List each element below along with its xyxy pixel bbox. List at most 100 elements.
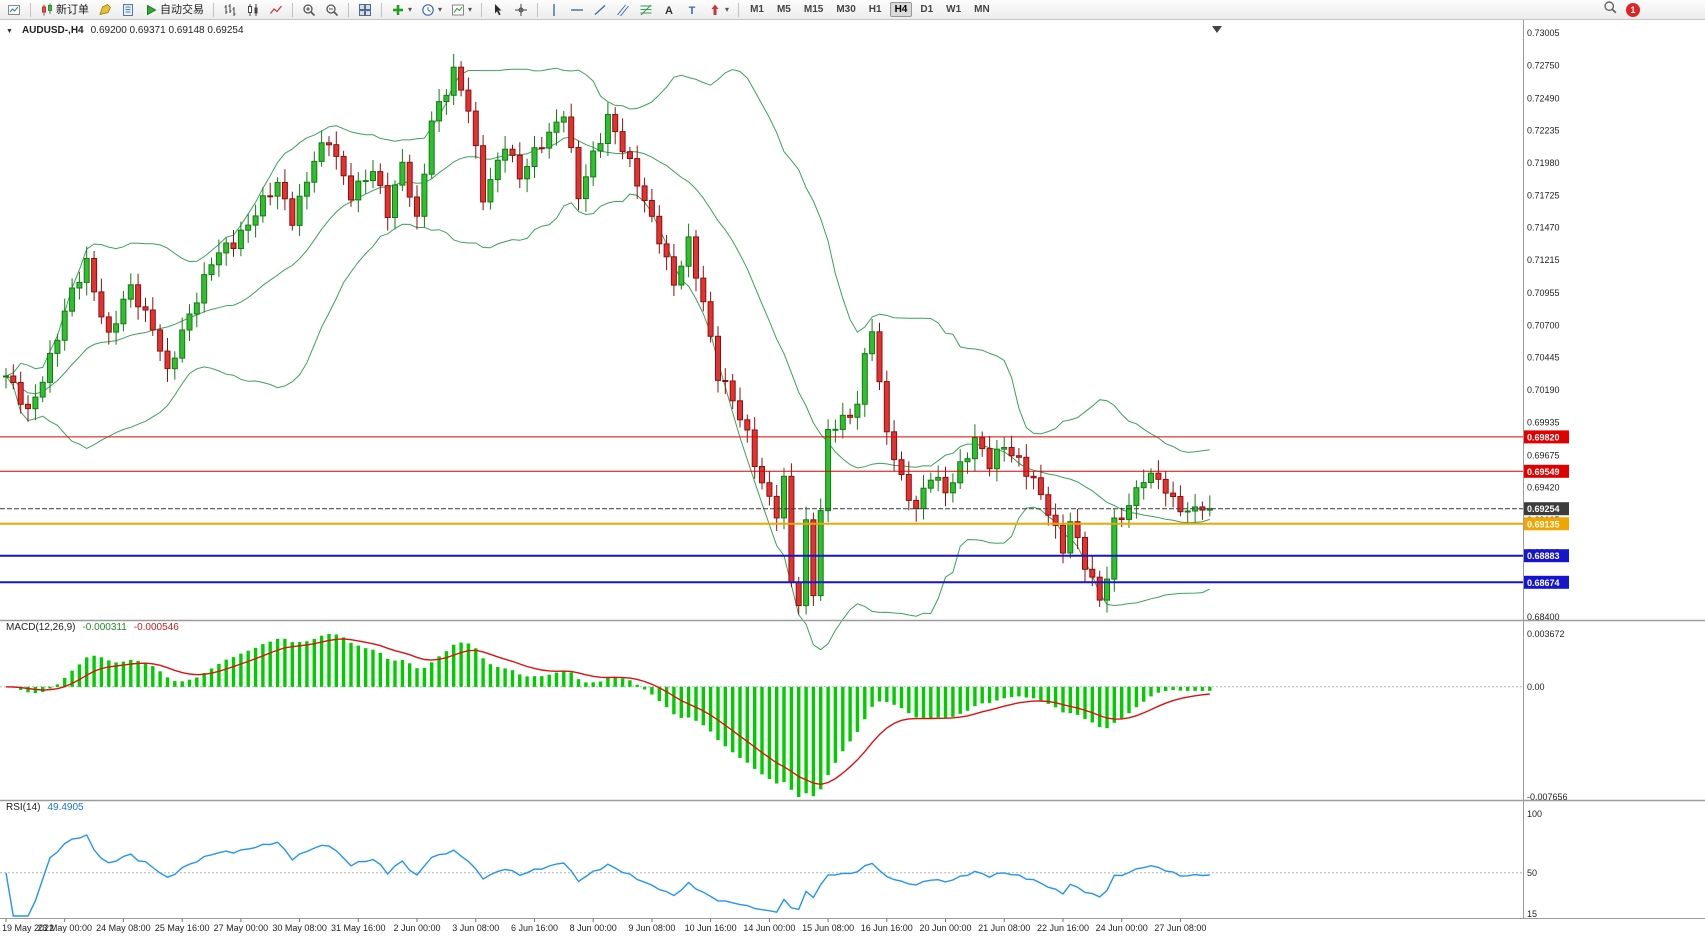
metaeditor-button[interactable] bbox=[94, 0, 116, 20]
templates-button[interactable]: ▾ bbox=[447, 0, 476, 20]
macd-indicator-name: MACD(12,26,9) bbox=[6, 622, 76, 633]
zoom-in-button[interactable] bbox=[298, 0, 320, 20]
tile-windows-icon bbox=[358, 3, 372, 17]
chart-shift-marker[interactable] bbox=[1212, 26, 1222, 33]
toolbar-separator bbox=[738, 2, 740, 17]
auto-trading-button[interactable]: 自动交易 bbox=[140, 0, 208, 20]
time-axis-label: 27 May 00:00 bbox=[214, 923, 269, 933]
timeframe-M5-button[interactable]: M5 bbox=[776, 4, 791, 15]
timeframe-H4-button[interactable]: H4 bbox=[889, 2, 913, 17]
candlestick-chart-icon bbox=[246, 3, 260, 17]
price-axis-tick: 0.71470 bbox=[1527, 223, 1560, 233]
price-axis-tick: 0.70700 bbox=[1527, 320, 1560, 330]
periods-icon bbox=[421, 3, 435, 17]
text-button[interactable]: A bbox=[658, 0, 680, 20]
time-axis-label: 14 Jun 00:00 bbox=[743, 923, 795, 933]
periods-button[interactable]: ▾ bbox=[417, 0, 446, 20]
new-order-icon bbox=[40, 3, 54, 17]
macd-main-value: -0.000311 bbox=[82, 622, 127, 633]
time-axis-label: 21 Jun 08:00 bbox=[978, 923, 1030, 933]
timeframe-M30-button[interactable]: M30 bbox=[836, 4, 856, 15]
price-axis-tick: 0.72235 bbox=[1527, 126, 1560, 136]
line-chart-icon bbox=[269, 3, 283, 17]
auto-trading-label: 自动交易 bbox=[160, 3, 204, 16]
horizontal-level-lines[interactable] bbox=[0, 436, 1523, 584]
vertical-line-button[interactable] bbox=[543, 0, 565, 20]
horizontal-line-icon bbox=[570, 3, 584, 17]
main-toolbar: 新订单 自动交易 ▾ ▾ ▾ A T ▾ M1 M5 M15 M30 H1 H4 D1 W1 MN 1 bbox=[0, 0, 1705, 20]
tile-windows-button[interactable] bbox=[354, 0, 376, 20]
cursor-button[interactable] bbox=[487, 0, 509, 20]
new-order-button[interactable]: 新订单 bbox=[36, 0, 93, 20]
horizontal-line-button[interactable] bbox=[566, 0, 588, 20]
timeframe-M15-button[interactable]: M15 bbox=[803, 4, 824, 15]
new-chart-icon bbox=[7, 3, 21, 17]
zoom-out-button[interactable] bbox=[321, 0, 343, 20]
toolbar-separator bbox=[381, 2, 382, 17]
price-axis-tick: 0.71980 bbox=[1527, 158, 1560, 168]
new-order-label: 新订单 bbox=[56, 3, 89, 16]
price-axis-tick: 0.70445 bbox=[1527, 353, 1560, 363]
bars-chart-icon bbox=[223, 3, 237, 17]
chart-symbol-label: ▼ AUDUSD-,H4 0.69200 0.69371 0.69148 0.6… bbox=[6, 25, 244, 36]
arrows-button[interactable]: ▾ bbox=[704, 0, 733, 20]
price-label-text: 0.68883 bbox=[1527, 551, 1560, 561]
timeframe-H1-button[interactable]: H1 bbox=[868, 4, 882, 15]
timeframe-M1-button[interactable]: M1 bbox=[750, 4, 764, 15]
indicators-dropdown-icon[interactable]: ▾ bbox=[408, 5, 413, 14]
price-axis-tick: 0.68400 bbox=[1527, 612, 1560, 622]
price-label-box bbox=[1524, 464, 1569, 478]
rsi-value: 49.4905 bbox=[47, 802, 84, 813]
time-axis-label: 30 May 08:00 bbox=[272, 923, 327, 933]
price-label-box bbox=[1524, 502, 1569, 516]
crosshair-button[interactable] bbox=[510, 0, 532, 20]
svg-text:A: A bbox=[665, 5, 673, 17]
price-label-text: 0.69549 bbox=[1527, 467, 1560, 477]
search-button[interactable] bbox=[1603, 0, 1617, 19]
time-axis-label: 31 May 16:00 bbox=[331, 923, 386, 933]
bars-chart-button[interactable] bbox=[219, 0, 241, 20]
price-label-text: 0.68674 bbox=[1527, 578, 1560, 588]
timeframe-D1-button[interactable]: D1 bbox=[920, 4, 934, 15]
data-window-button[interactable] bbox=[117, 0, 139, 20]
new-chart-button[interactable] bbox=[3, 0, 25, 20]
metaeditor-icon bbox=[98, 3, 112, 17]
text-label-button[interactable]: T bbox=[681, 0, 703, 20]
price-axis[interactable]: 0.73005 0.72750 0.72490 0.72235 0.71980 0.717… bbox=[1523, 20, 1570, 919]
symbol-dropdown-icon[interactable]: ▼ bbox=[6, 28, 13, 35]
price-axis-tick: 0.71215 bbox=[1527, 255, 1560, 265]
time-axis-label: 8 Jun 00:00 bbox=[570, 923, 617, 933]
indicators-button[interactable]: ▾ bbox=[387, 0, 416, 20]
time-axis-label: 24 Jun 00:00 bbox=[1096, 923, 1148, 933]
candlestick-chart-button[interactable] bbox=[242, 0, 264, 20]
notification-badge[interactable]: 1 bbox=[1626, 2, 1640, 17]
arrows-icon bbox=[708, 3, 722, 17]
templates-dropdown-icon[interactable]: ▾ bbox=[468, 5, 473, 14]
toolbar-separator bbox=[348, 2, 349, 17]
crosshair-icon bbox=[514, 3, 528, 17]
text-label-icon: T bbox=[685, 3, 699, 17]
fibonacci-retracement-button[interactable] bbox=[635, 0, 657, 20]
timeframe-MN-button[interactable]: MN bbox=[974, 4, 990, 15]
rsi-panel: 100 50 15 bbox=[0, 809, 1542, 919]
candlesticks bbox=[3, 53, 1213, 615]
toolbar-separator bbox=[292, 2, 293, 17]
periods-dropdown-icon[interactable]: ▾ bbox=[438, 5, 443, 14]
macd-axis-tick: 0.00 bbox=[1527, 682, 1545, 692]
cursor-icon bbox=[491, 3, 505, 17]
trendline-button[interactable] bbox=[589, 0, 611, 20]
rsi-axis-tick: 15 bbox=[1527, 909, 1537, 919]
macd-axis-tick: -0.007656 bbox=[1527, 792, 1568, 802]
symbol-ohlc: 0.69200 0.69371 0.69148 0.69254 bbox=[90, 25, 244, 36]
arrows-dropdown-icon[interactable]: ▾ bbox=[725, 5, 730, 14]
trendline-icon bbox=[593, 3, 607, 17]
timeframe-W1-button[interactable]: W1 bbox=[946, 4, 962, 15]
line-chart-button[interactable] bbox=[265, 0, 287, 20]
time-axis-label: 9 Jun 08:00 bbox=[628, 923, 675, 933]
rsi-axis-tick: 100 bbox=[1527, 809, 1542, 819]
chart-background bbox=[0, 20, 1705, 939]
chart-canvas[interactable]: 0.003672 0.00 -0.007656 100 50 15 0.73005 0.727… bbox=[0, 20, 1705, 939]
price-label-box bbox=[1524, 517, 1569, 531]
equidistant-channel-button[interactable] bbox=[612, 0, 634, 20]
